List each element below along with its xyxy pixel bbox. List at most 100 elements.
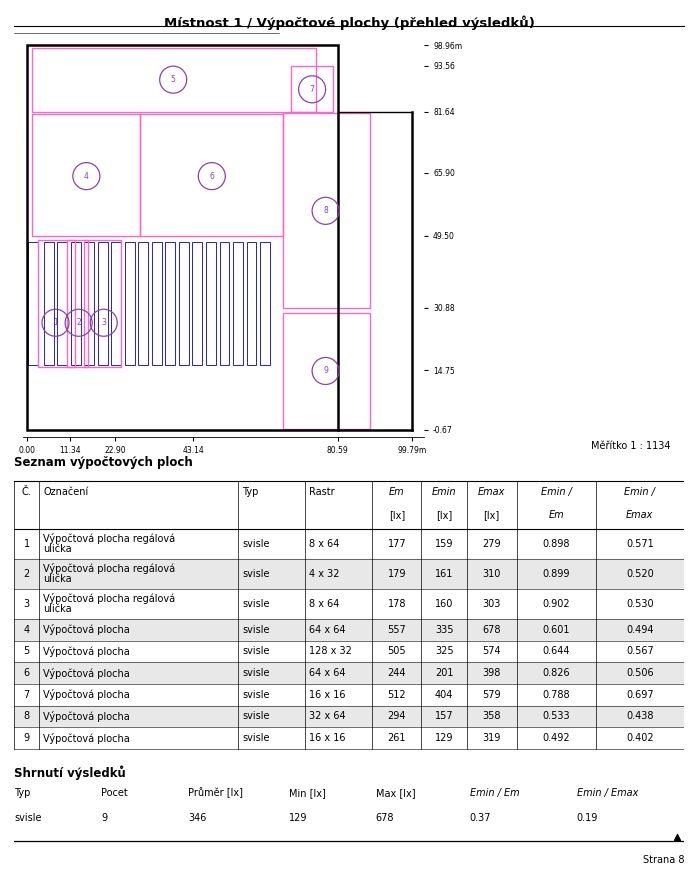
Text: svisle: svisle <box>242 733 270 744</box>
Text: 3: 3 <box>101 318 106 327</box>
Text: Min [lx]: Min [lx] <box>289 788 325 798</box>
Text: svisle: svisle <box>242 668 270 678</box>
Text: 64 x 64: 64 x 64 <box>309 624 346 635</box>
Bar <box>14 619 684 640</box>
Bar <box>179 242 188 365</box>
Text: [lx]: [lx] <box>436 510 452 520</box>
Text: 8 x 64: 8 x 64 <box>309 599 340 609</box>
Text: 129: 129 <box>435 733 454 744</box>
Text: ulička: ulička <box>43 544 72 554</box>
Text: 3: 3 <box>24 599 30 609</box>
Text: 678: 678 <box>376 813 394 823</box>
Text: ulička: ulička <box>43 574 72 584</box>
Text: 325: 325 <box>435 647 454 656</box>
Bar <box>140 115 283 235</box>
Text: 0.567: 0.567 <box>626 647 654 656</box>
Text: 678: 678 <box>482 624 501 635</box>
Bar <box>206 242 216 365</box>
Text: 177: 177 <box>387 539 406 549</box>
Text: Pocet: Pocet <box>101 788 128 798</box>
Bar <box>219 242 229 365</box>
Text: 0.438: 0.438 <box>626 712 653 721</box>
Point <box>671 831 683 845</box>
Text: 261: 261 <box>387 733 406 744</box>
Text: Výpočtová plocha: Výpočtová plocha <box>43 711 131 722</box>
Text: [lx]: [lx] <box>389 510 405 520</box>
Text: Emin: Emin <box>432 488 456 497</box>
Bar <box>98 242 107 365</box>
Text: Výpočtová plocha: Výpočtová plocha <box>43 646 131 657</box>
Text: 179: 179 <box>387 569 406 579</box>
Text: 0.644: 0.644 <box>542 647 570 656</box>
Text: svisle: svisle <box>242 599 270 609</box>
Text: 8: 8 <box>24 712 30 721</box>
Bar <box>138 242 148 365</box>
Text: 159: 159 <box>435 539 454 549</box>
Text: 5: 5 <box>171 75 176 84</box>
Text: svisle: svisle <box>242 712 270 721</box>
Text: 8 x 64: 8 x 64 <box>309 539 340 549</box>
Bar <box>44 242 54 365</box>
Text: 0.19: 0.19 <box>577 813 598 823</box>
Text: svisle: svisle <box>242 539 270 549</box>
Text: 579: 579 <box>482 690 501 699</box>
Text: 404: 404 <box>435 690 453 699</box>
Bar <box>260 242 269 365</box>
Bar <box>14 662 684 684</box>
Text: 0.902: 0.902 <box>542 599 570 609</box>
Bar <box>32 49 316 112</box>
Text: 557: 557 <box>387 624 406 635</box>
Text: Výpočtová plocha: Výpočtová plocha <box>43 624 131 635</box>
Text: 4: 4 <box>24 624 30 635</box>
Text: 128 x 32: 128 x 32 <box>309 647 352 656</box>
Text: svisle: svisle <box>242 624 270 635</box>
Text: Emax: Emax <box>626 510 653 520</box>
Text: 9: 9 <box>323 367 328 376</box>
Text: 5: 5 <box>24 647 30 656</box>
Bar <box>84 242 94 365</box>
Text: 0.506: 0.506 <box>626 668 653 678</box>
Text: 319: 319 <box>482 733 501 744</box>
Text: svisle: svisle <box>242 569 270 579</box>
Text: svisle: svisle <box>242 647 270 656</box>
Bar <box>57 242 67 365</box>
Text: 0.697: 0.697 <box>626 690 653 699</box>
Text: 4: 4 <box>84 172 89 181</box>
Text: 0.571: 0.571 <box>626 539 654 549</box>
Text: 512: 512 <box>387 690 406 699</box>
Text: 9: 9 <box>24 733 30 744</box>
Text: 157: 157 <box>435 712 454 721</box>
Text: 32 x 64: 32 x 64 <box>309 712 346 721</box>
Text: Označení: Označení <box>43 488 89 497</box>
Text: 574: 574 <box>482 647 501 656</box>
Text: 294: 294 <box>387 712 406 721</box>
Text: 0.492: 0.492 <box>542 733 570 744</box>
Text: Výpočtová plocha regálová: Výpočtová plocha regálová <box>43 593 176 604</box>
Text: 64 x 64: 64 x 64 <box>309 668 346 678</box>
Bar <box>125 242 135 365</box>
Bar <box>67 240 89 367</box>
Text: Em: Em <box>389 488 405 497</box>
Text: 4 x 32: 4 x 32 <box>309 569 340 579</box>
Bar <box>14 640 684 662</box>
Bar <box>14 589 684 619</box>
Text: Výpočtová plocha regálová: Výpočtová plocha regálová <box>43 563 176 574</box>
Text: Em: Em <box>548 510 564 520</box>
Bar <box>84 240 121 367</box>
Text: 0.826: 0.826 <box>542 668 570 678</box>
Bar <box>14 684 684 706</box>
Text: svisle: svisle <box>242 690 270 699</box>
Text: 0.788: 0.788 <box>542 690 570 699</box>
Text: Průměr [lx]: Průměr [lx] <box>188 788 243 798</box>
Bar <box>233 242 243 365</box>
Text: Měřítko 1 : 1134: Měřítko 1 : 1134 <box>591 441 670 451</box>
Text: Výpočtová plocha: Výpočtová plocha <box>43 733 131 744</box>
Bar <box>165 242 175 365</box>
Text: 1: 1 <box>53 318 58 327</box>
Text: 16 x 16: 16 x 16 <box>309 690 346 699</box>
Text: Seznam výpočtových ploch: Seznam výpočtových ploch <box>14 456 193 468</box>
Bar <box>14 529 684 559</box>
Text: 0.533: 0.533 <box>542 712 570 721</box>
Text: 7: 7 <box>24 690 30 699</box>
Text: 6: 6 <box>209 172 214 181</box>
